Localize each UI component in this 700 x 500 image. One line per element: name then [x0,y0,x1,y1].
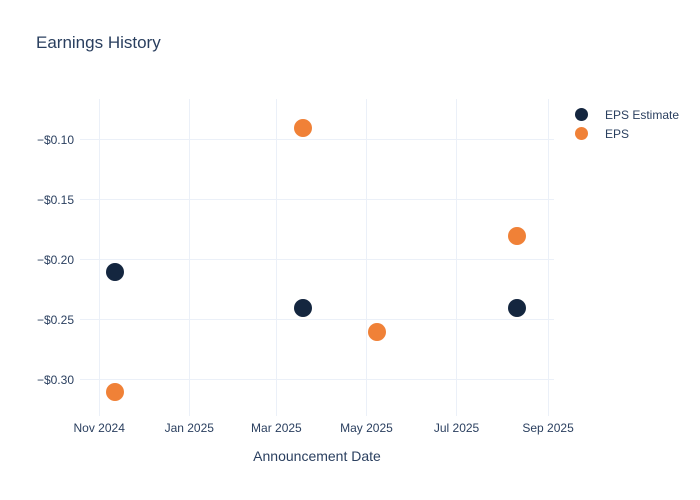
gridline-vertical [275,99,277,416]
data-point-eps-estimate[interactable] [293,298,312,317]
gridline-horizontal [80,319,554,321]
gridline-vertical [365,99,367,416]
data-point-eps-estimate[interactable] [106,262,125,281]
legend-label-eps-estimate: EPS Estimate [605,107,680,122]
gridline-vertical [188,99,190,416]
x-axis-title: Announcement Date [253,448,381,464]
gridline-vertical [547,99,549,416]
plot-area[interactable] [80,99,554,416]
legend-label-eps: EPS [605,126,630,141]
gridline-vertical [98,99,100,416]
data-point-eps[interactable] [106,382,125,401]
gridline-horizontal [80,379,554,381]
x-tick-label: Jul 2025 [433,421,480,435]
y-tick-label: −$0.30 [36,372,74,387]
y-tick-label: −$0.25 [36,312,74,327]
x-tick-label: Nov 2024 [73,421,125,435]
eps-marker-icon [575,127,588,140]
x-tick-label: Mar 2025 [251,421,302,435]
data-point-eps[interactable] [508,226,527,245]
x-tick-label: Jan 2025 [164,421,214,435]
y-tick-label: −$0.10 [36,132,74,147]
legend-item-eps[interactable]: EPS [575,124,679,143]
eps-estimate-marker-icon [575,108,588,121]
data-point-eps[interactable] [367,322,386,341]
legend: EPS Estimate EPS [575,105,679,143]
gridline-vertical [456,99,458,416]
x-tick-label: May 2025 [340,421,393,435]
data-point-eps[interactable] [293,118,312,137]
gridline-horizontal [80,259,554,261]
y-tick-label: −$0.15 [36,192,74,207]
y-tick-label: −$0.20 [36,252,74,267]
data-point-eps-estimate[interactable] [508,298,527,317]
legend-item-eps-estimate[interactable]: EPS Estimate [575,105,679,124]
gridline-horizontal [80,139,554,141]
gridline-horizontal [80,199,554,201]
chart-title: Earnings History [36,33,161,52]
x-tick-label: Sep 2025 [522,421,574,435]
